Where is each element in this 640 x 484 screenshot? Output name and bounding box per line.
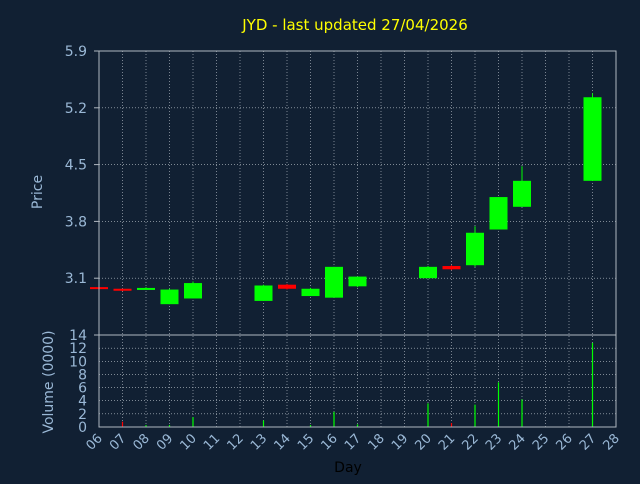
day-tick-label: 08 (131, 431, 153, 453)
candle-body (348, 276, 367, 287)
price-tick-label: 5.9 (65, 44, 87, 60)
candle-body (137, 287, 155, 290)
axis-labels: JYD - last updated 27/04/2026 Price Volu… (30, 16, 623, 476)
data-marks (90, 93, 602, 427)
candle-body (466, 232, 484, 266)
day-tick-label: 09 (154, 431, 176, 453)
day-tick-label: 22 (460, 431, 482, 453)
day-tick-label: 12 (225, 431, 247, 453)
grid-layer (94, 50, 616, 428)
volume-tick-label: 2 (78, 407, 87, 423)
day-tick-label: 17 (342, 431, 364, 453)
volume-tick-label: 4 (78, 394, 87, 410)
day-tick-label: 18 (366, 431, 388, 453)
day-tick-label: 10 (178, 431, 200, 453)
day-tick-label: 16 (319, 431, 341, 453)
candle-body (419, 266, 437, 279)
candle-body (160, 289, 179, 305)
price-tick-label: 3.1 (65, 271, 87, 287)
volume-tick-label: 12 (69, 341, 87, 357)
candle-body (513, 180, 531, 207)
day-tick-label: 24 (507, 431, 529, 453)
day-tick-label: 28 (601, 431, 623, 453)
chart-title: JYD - last updated 27/04/2026 (241, 16, 468, 34)
volume-tick-label: 14 (69, 328, 87, 344)
day-tick-label: 13 (248, 431, 270, 453)
candle-body (113, 288, 132, 291)
volume-tick-label: 10 (69, 354, 87, 370)
day-tick-label: 14 (272, 431, 294, 453)
day-tick-label: 19 (389, 431, 411, 453)
candle-body (489, 197, 508, 230)
day-tick-label: 11 (201, 431, 223, 453)
day-tick-label: 07 (107, 431, 129, 453)
candle-body (583, 97, 602, 181)
price-tick-label: 4.5 (65, 158, 87, 174)
volume-plot-frame (98, 334, 617, 428)
day-tick-label: 26 (554, 431, 576, 453)
candle-body (325, 266, 343, 298)
volume-tick-label: 8 (78, 367, 87, 383)
day-tick-label: 25 (530, 431, 552, 453)
day-tick-label: 20 (413, 431, 435, 453)
volume-tick-label: 0 (78, 420, 87, 436)
candle-body (442, 266, 461, 270)
candle-body (184, 283, 202, 299)
day-axis-label: Day (334, 460, 362, 476)
candle-body (301, 288, 320, 297)
volume-tick-label: 6 (78, 381, 87, 397)
candle-body (254, 285, 273, 301)
volume-axis-label: Volume (0000) (41, 330, 57, 433)
day-tick-label: 23 (483, 431, 505, 453)
plot-frames (98, 50, 617, 428)
day-tick-label: 21 (436, 431, 458, 453)
day-tick-label: 27 (577, 431, 599, 453)
price-axis-label: Price (30, 175, 46, 209)
price-tick-label: 3.8 (65, 214, 87, 230)
day-tick-label: 15 (295, 431, 317, 453)
price-tick-label: 5.2 (65, 101, 87, 117)
candle-body (278, 284, 296, 289)
